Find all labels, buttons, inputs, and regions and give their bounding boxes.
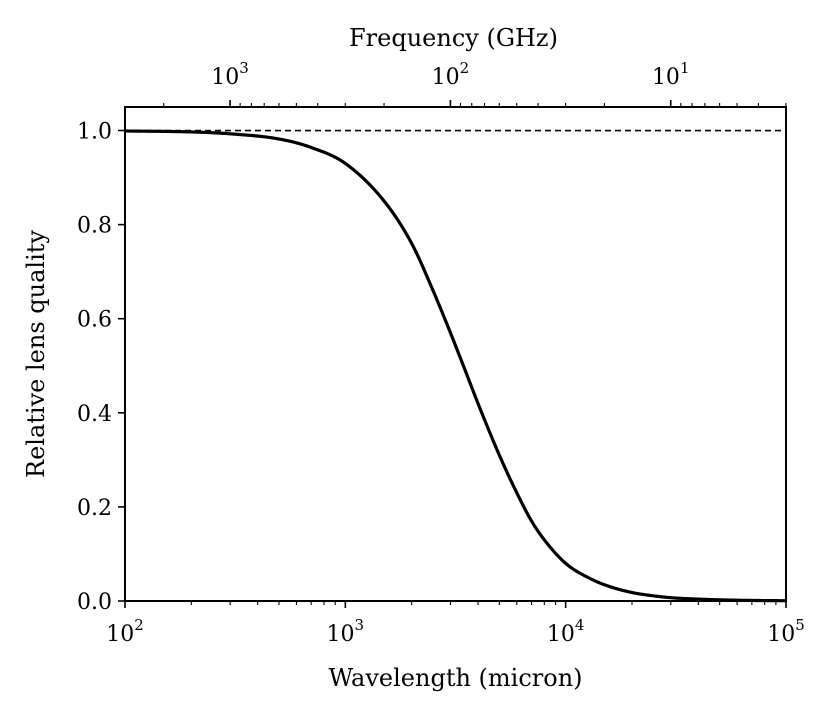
lens-quality-curve bbox=[124, 129, 787, 603]
x-tick-base: 10 bbox=[767, 622, 795, 647]
top-tick-exponent: 2 bbox=[460, 59, 470, 77]
x-tick-exponent: 4 bbox=[575, 616, 585, 634]
x-tick-label: 102 bbox=[106, 616, 144, 647]
x-axis-title: Wavelength (micron) bbox=[328, 664, 582, 692]
y-tick-label: 0.0 bbox=[77, 590, 112, 615]
top-tick-label: 103 bbox=[211, 59, 249, 90]
series-layer bbox=[124, 129, 787, 603]
top-tick-base: 10 bbox=[652, 65, 680, 90]
x-tick-exponent: 2 bbox=[134, 616, 144, 634]
top-axis-title: Frequency (GHz) bbox=[349, 24, 558, 52]
top-tick-exponent: 3 bbox=[239, 59, 249, 77]
y-axis-title: Relative lens quality bbox=[22, 230, 50, 478]
y-tick-label: 0.8 bbox=[77, 214, 112, 239]
x-tick-label: 103 bbox=[327, 616, 365, 647]
top-tick-exponent: 1 bbox=[680, 59, 690, 77]
x-tick-base: 10 bbox=[547, 622, 575, 647]
plot-frame bbox=[124, 106, 787, 602]
y-tick-label: 0.4 bbox=[77, 402, 112, 427]
x-tick-base: 10 bbox=[106, 622, 134, 647]
x-tick-base: 10 bbox=[327, 622, 355, 647]
x-tick-label: 105 bbox=[767, 616, 805, 647]
x-tick-exponent: 3 bbox=[355, 616, 365, 634]
y-tick-label: 1.0 bbox=[77, 120, 112, 145]
top-tick-label: 101 bbox=[652, 59, 690, 90]
y-tick-label: 0.2 bbox=[77, 496, 112, 521]
top-tick-base: 10 bbox=[432, 65, 460, 90]
y-tick-label: 0.6 bbox=[77, 308, 112, 333]
x-tick-label: 104 bbox=[547, 616, 585, 647]
top-tick-base: 10 bbox=[211, 65, 239, 90]
top-tick-label: 102 bbox=[432, 59, 470, 90]
x-tick-exponent: 5 bbox=[795, 616, 805, 634]
